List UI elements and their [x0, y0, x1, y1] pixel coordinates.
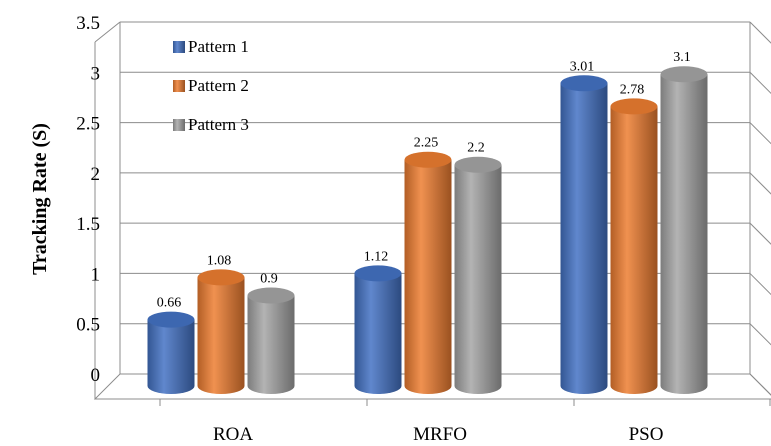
category-label: MRFO [413, 424, 467, 445]
data-label: 0.9 [260, 271, 278, 286]
bar-body [147, 319, 195, 394]
y-tick-label: 0.5 [76, 315, 100, 336]
y-axis-depth [94, 21, 121, 43]
legend-label: Pattern 3 [188, 115, 249, 134]
legend-swatch [173, 80, 185, 92]
bar-top [454, 156, 502, 173]
legend-item: Pattern 1 [173, 37, 249, 56]
bar-body [404, 159, 452, 394]
y-tick-label: 1.5 [76, 214, 100, 235]
bar-body [660, 74, 708, 394]
category-labels: ROA MRFO PSO [213, 424, 663, 445]
floor [93, 373, 771, 400]
bar [610, 98, 658, 394]
bar [354, 265, 402, 394]
legend-label: Pattern 2 [188, 76, 249, 95]
gridline-depth [749, 323, 771, 346]
data-label: 0.66 [157, 296, 182, 311]
gridline-depth [749, 222, 771, 245]
data-label: 3.1 [673, 50, 691, 65]
data-label: 1.12 [364, 249, 389, 264]
bar-top [660, 66, 708, 83]
bar [247, 287, 295, 394]
y-axis-title: Tracking Rate (S) [29, 123, 51, 275]
legend-swatch [173, 119, 185, 131]
bar [404, 151, 452, 394]
category-label: ROA [213, 424, 253, 445]
legend-item: Pattern 2 [173, 76, 249, 95]
bar-body [454, 164, 502, 394]
y-tick-label: 2.5 [76, 114, 100, 135]
bar [454, 156, 502, 394]
data-label: 2.2 [467, 141, 485, 156]
category-label: PSO [629, 424, 664, 445]
bar [147, 311, 195, 394]
axes [93, 21, 771, 406]
bar-body [197, 277, 245, 394]
bar-top [610, 98, 658, 115]
bar-top [354, 265, 402, 282]
gridline-depth [749, 172, 771, 195]
bar-top [404, 151, 452, 168]
legend-label: Pattern 1 [188, 37, 249, 56]
bar-top [247, 287, 295, 304]
bar-body [247, 295, 295, 394]
bar-body [560, 83, 608, 394]
y-tick-label: 0 [91, 365, 101, 386]
gridline-depth [749, 273, 771, 296]
gridline-depth [749, 71, 771, 94]
y-tick-label: 3.5 [76, 13, 100, 34]
bar-top [197, 269, 245, 286]
data-labels: 0.66 1.08 0.9 1.12 2.25 2.2 3.01 2.78 3.1 [157, 50, 691, 310]
bar [560, 75, 608, 394]
y-tick-labels: 0 0.5 1 1.5 2 2.5 3 3.5 [76, 13, 100, 386]
y-tick-label: 3 [91, 63, 101, 84]
y-tick-label: 2 [91, 164, 101, 185]
data-label: 3.01 [570, 59, 595, 74]
data-label: 1.08 [207, 253, 232, 268]
gridline-depth [749, 122, 771, 145]
legend-item: Pattern 3 [173, 115, 249, 134]
legend-swatch [173, 41, 185, 53]
legend: Pattern 1 Pattern 2 Pattern 3 [173, 37, 249, 134]
bar [197, 269, 245, 394]
y-tick-label: 1 [91, 264, 101, 285]
gridline-depth [749, 21, 771, 44]
bar-body [610, 106, 658, 394]
data-label: 2.78 [620, 82, 645, 97]
bar-body [354, 273, 402, 394]
bars [147, 66, 708, 394]
bar [660, 66, 708, 394]
bar-top [147, 311, 195, 328]
bar-top [560, 75, 608, 92]
data-label: 2.25 [414, 136, 439, 151]
